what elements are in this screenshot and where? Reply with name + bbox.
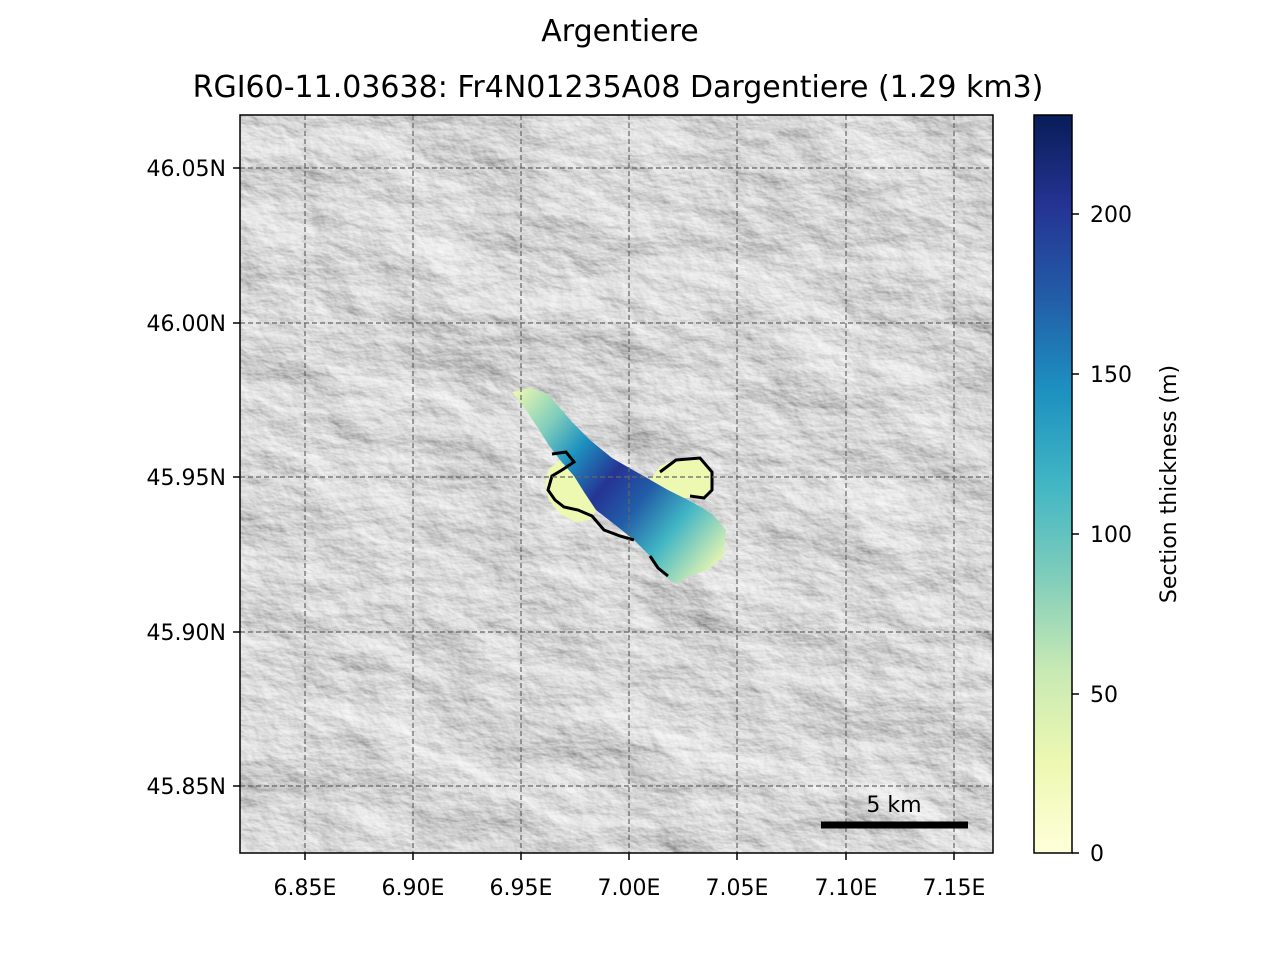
colorbar-tick-label: 0 <box>1090 842 1104 867</box>
colorbar: 0 50 100 150 200 Section thickness (m) <box>1033 114 1182 867</box>
lon-axis: 6.85E 6.90E 6.95E 7.00E 7.05E 7.10E 7.15… <box>274 853 986 901</box>
scale-bar-label: 5 km <box>866 793 921 818</box>
lat-axis: 46.05N 46.00N 45.95N 45.90N 45.85N <box>147 157 240 800</box>
glacier-thickness-surface <box>512 388 726 584</box>
map-title: Argentiere <box>541 14 699 49</box>
map-axes: 5 km 6.85E 6.90E 6.95E 7.00E 7.05E 7.10E… <box>147 114 994 901</box>
lat-tick-label: 46.05N <box>147 157 226 182</box>
glacier-outline <box>546 450 714 578</box>
lat-tick-label: 45.90N <box>147 621 226 646</box>
lon-tick-label: 7.10E <box>815 876 878 901</box>
colorbar-label: Section thickness (m) <box>1157 365 1182 603</box>
colorbar-tick-label: 200 <box>1090 203 1132 228</box>
colorbar-tick-label: 100 <box>1090 523 1132 548</box>
colorbar-gradient <box>1033 114 1073 854</box>
colorbar-tick-label: 150 <box>1090 363 1132 388</box>
glacier-tributary-west <box>545 460 600 522</box>
map-subtitle: RGI60-11.03638: Fr4N01235A08 Dargentiere… <box>192 70 1044 105</box>
lon-tick-label: 6.85E <box>274 876 337 901</box>
scale-bar: 5 km <box>821 793 968 829</box>
lat-tick-label: 45.85N <box>147 775 226 800</box>
lat-tick-label: 46.00N <box>147 312 226 337</box>
colorbar-tick-label: 50 <box>1090 683 1118 708</box>
gridlines <box>240 115 993 853</box>
lon-tick-label: 7.05E <box>706 876 769 901</box>
lon-tick-label: 6.90E <box>382 876 445 901</box>
lat-tick-label: 45.95N <box>147 466 226 491</box>
lon-tick-label: 7.00E <box>598 876 661 901</box>
lon-tick-label: 7.15E <box>923 876 986 901</box>
map-frame <box>239 114 994 854</box>
lon-tick-label: 6.95E <box>490 876 553 901</box>
